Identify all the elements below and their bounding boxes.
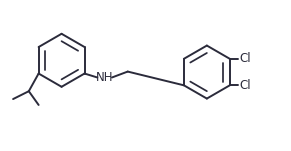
Text: Cl: Cl — [239, 79, 251, 92]
Text: Cl: Cl — [239, 52, 251, 65]
Text: NH: NH — [95, 71, 113, 84]
